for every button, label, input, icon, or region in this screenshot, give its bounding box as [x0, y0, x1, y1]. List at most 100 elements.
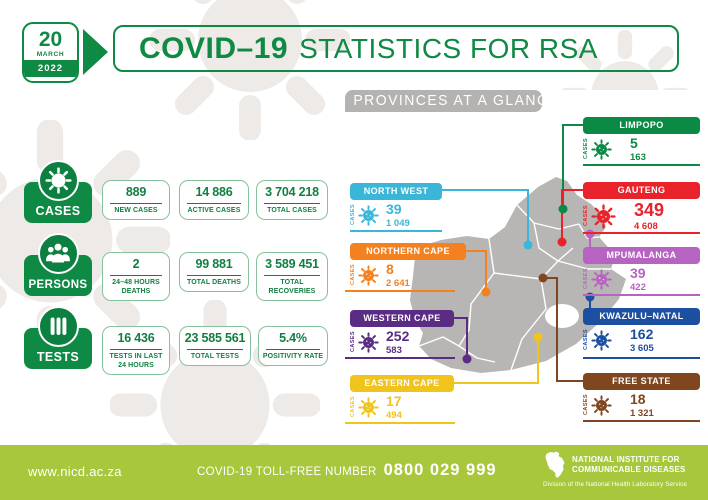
stat-value: 16 436 — [117, 331, 155, 345]
org-subtitle: Division of the National Health Laborato… — [543, 481, 687, 488]
org-name-line1: NATIONAL INSTITUTE FOR — [572, 454, 680, 464]
stat-box-total-cases: 3 704 218 TOTAL CASES — [256, 180, 328, 220]
province-total: 1 321 — [630, 407, 654, 419]
virus-icon — [37, 160, 79, 201]
stat-box-active-cases: 14 886 ACTIVE CASES — [179, 180, 249, 220]
province-underline — [583, 294, 700, 296]
divider — [187, 274, 241, 276]
province-callout-kwazulu-natal: KWAZULU–NATAL CASES 162 3 605 — [583, 308, 700, 359]
stat-value: 5.4% — [279, 331, 307, 345]
province-name-bar: WESTERN CAPE — [350, 310, 454, 327]
stat-value: 14 886 — [195, 185, 233, 199]
divider — [264, 274, 320, 276]
divider — [187, 348, 243, 350]
province-callout-eastern-cape: EASTERN CAPE CASES 17 494 — [345, 375, 455, 424]
callout-connectors — [442, 124, 591, 384]
persons-badge: PERSONS — [24, 233, 92, 296]
africa-icon — [543, 451, 566, 478]
panel-title: PROVINCES AT A GLANCE — [345, 90, 558, 112]
province-name-bar: NORTH WEST — [350, 183, 442, 200]
date-month: MARCH — [36, 51, 65, 58]
tests-badge-label: TESTS — [24, 328, 92, 369]
province-callout-limpopo: LIMPOPO CASES 5 163 — [583, 117, 700, 166]
province-underline — [583, 357, 700, 359]
province-callout-north-west: NORTH WEST CASES 39 1 049 — [350, 183, 455, 232]
tollfree-label: COVID-19 TOLL-FREE NUMBER — [197, 466, 377, 478]
province-callout-northern-cape: NORTHERN CAPE CASES 8 2 641 — [345, 243, 466, 292]
virus-icon — [358, 205, 379, 226]
stat-label: NEW CASES — [114, 206, 158, 214]
province-total: 3 605 — [630, 342, 654, 354]
province-name-bar: FREE STATE — [583, 373, 700, 390]
province-total: 583 — [386, 344, 402, 356]
website-url: www.nicd.ac.za — [28, 464, 122, 479]
divider — [266, 348, 320, 350]
province-new-cases: 162 — [630, 326, 654, 342]
province-name-bar: KWAZULU–NATAL — [583, 308, 700, 325]
stat-box-positivity-rate: 5.4% POSITIVITY RATE — [258, 326, 328, 366]
province-new-cases: 17 — [386, 393, 402, 409]
divider — [110, 274, 162, 276]
stat-box-new-cases: 889 NEW CASES — [102, 180, 170, 220]
province-new-cases: 252 — [386, 328, 410, 344]
province-total: 1 049 — [386, 217, 410, 229]
province-total: 422 — [630, 281, 646, 293]
cases-vertical-label: CASES — [583, 138, 589, 160]
province-new-cases: 39 — [386, 201, 402, 217]
province-new-cases: 39 — [630, 265, 646, 281]
province-callout-western-cape: WESTERN CAPE CASES 252 583 — [345, 310, 455, 359]
province-borders — [418, 204, 611, 371]
tollfree-block: COVID-19 TOLL-FREE NUMBER 0800 029 999 — [197, 461, 497, 480]
cases-vertical-label: CASES — [583, 329, 589, 351]
stat-box-total-recoveries: 3 589 451 TOTAL RECOVERIES — [256, 252, 328, 302]
province-underline — [583, 420, 700, 422]
stat-value: 23 585 561 — [184, 331, 246, 345]
date-year: 2022 — [24, 60, 77, 77]
stat-value: 99 881 — [195, 257, 233, 271]
province-callout-mpumalanga: MPUMALANGA CASES 39 422 — [583, 247, 700, 296]
province-underline — [345, 290, 455, 292]
cases-vertical-label: CASES — [350, 264, 356, 286]
province-new-cases: 8 — [386, 261, 394, 277]
cases-vertical-label: CASES — [583, 394, 589, 416]
virus-icon — [358, 397, 379, 418]
cases-vertical-label: CASES — [350, 204, 356, 226]
south-africa-map — [410, 124, 626, 384]
test-bars-icon — [37, 306, 79, 347]
stat-label: TOTAL DEATHS — [187, 278, 241, 286]
stat-label: ACTIVE CASES — [187, 206, 241, 214]
stat-value: 2 — [132, 257, 140, 271]
virus-icon — [591, 204, 616, 229]
province-callout-gauteng: GAUTENG CASES 349 4 608 — [583, 182, 700, 234]
cases-vertical-label: CASES — [583, 268, 589, 290]
province-underline — [345, 357, 455, 359]
arrow-right-icon — [83, 29, 108, 75]
cases-badge: CASES — [24, 160, 92, 223]
virus-icon — [591, 269, 612, 290]
divider — [187, 202, 241, 204]
stat-box-total-deaths: 99 881 TOTAL DEATHS — [179, 252, 249, 292]
divider — [110, 202, 162, 204]
province-underline — [583, 164, 700, 166]
cases-vertical-label: CASES — [583, 205, 589, 227]
province-underline — [350, 230, 442, 232]
page-title-rest: STATISTICS FOR RSA — [299, 32, 598, 64]
page-title-box: COVID–19 STATISTICS FOR RSA — [113, 25, 679, 72]
provinces-panel: PROVINCES AT A GLANCE — [345, 90, 708, 442]
province-underline — [345, 422, 455, 424]
stat-label: TOTAL CASES — [267, 206, 317, 214]
province-name-bar: MPUMALANGA — [583, 247, 700, 264]
province-new-cases: 349 — [634, 200, 665, 220]
province-callout-free-state: FREE STATE CASES 18 1 321 — [583, 373, 700, 422]
stat-box-24-48h-deaths: 2 24–48 HOURS DEATHS — [102, 252, 170, 302]
page-title-bold: COVID–19 — [139, 31, 289, 65]
virus-icon — [358, 332, 379, 353]
stat-value: 3 704 218 — [265, 185, 319, 199]
stat-label: TESTS IN LAST 24 HOURS — [109, 352, 163, 369]
stat-box-total-tests: 23 585 561 TOTAL TESTS — [179, 326, 251, 366]
stat-label: TOTAL RECOVERIES — [268, 278, 316, 295]
stat-label: TOTAL TESTS — [190, 352, 240, 360]
province-name-bar: GAUTENG — [583, 182, 700, 199]
province-total: 494 — [386, 409, 402, 421]
